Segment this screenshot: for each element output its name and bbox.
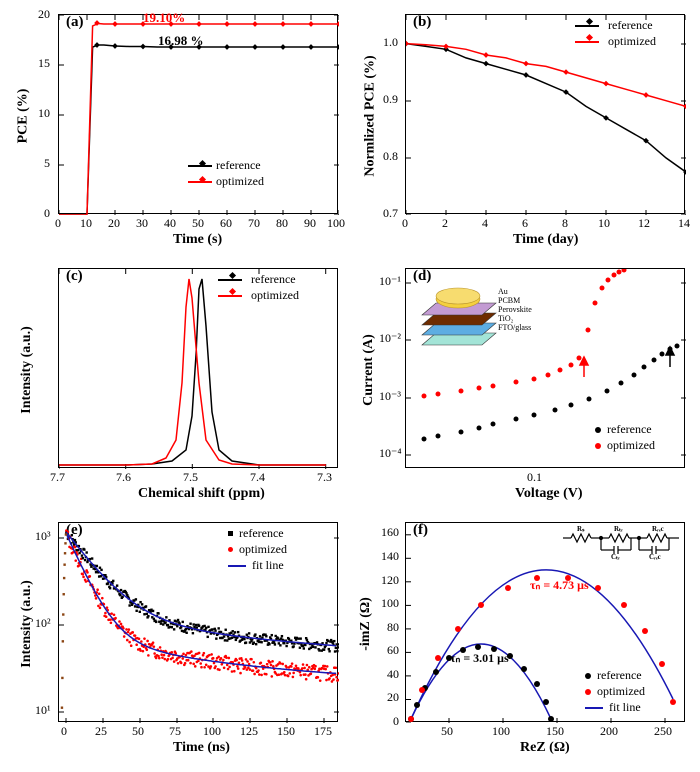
panel-e-ylabel: Intensity (a.u.)	[19, 580, 35, 668]
panel-e-xlabel: Time (ns)	[173, 740, 230, 756]
panel-a: (a)	[8, 8, 345, 256]
panel-d-xlabel: Voltage (V)	[515, 486, 583, 502]
panel-e: (e) 10¹ 10² 10³ 0 25 50 75 100 125 150 1…	[8, 516, 345, 764]
panel-a-ylabel: PCE (%)	[15, 89, 31, 144]
panel-c: (c) 7.7 7.6 7.5 7.4 7.3 Chemical shift (…	[8, 262, 345, 510]
panel-f: (f)	[355, 516, 692, 764]
panel-e-legend: reference optimized fit line	[228, 526, 287, 574]
svg-text:Cₜᵣ: Cₜᵣ	[611, 553, 620, 560]
panel-a-anno-reference: 16.98 %	[158, 33, 204, 49]
svg-text:Rᵣₑc: Rᵣₑc	[652, 526, 664, 533]
panel-b-legend: reference optimized	[575, 18, 656, 50]
panel-a-xlabel: Time (s)	[173, 232, 222, 248]
svg-text:Rₛ: Rₛ	[577, 526, 585, 533]
svg-text:Cᵣₑc: Cᵣₑc	[649, 553, 661, 560]
panel-e-plot	[58, 522, 338, 722]
panel-a-anno-optimized: 19.10%	[143, 10, 185, 26]
svg-text:Rₜᵣ: Rₜᵣ	[614, 526, 623, 533]
panel-b: (b) 0.7	[355, 8, 692, 256]
panel-c-xlabel: Chemical shift (ppm)	[138, 486, 265, 502]
panel-f-ylabel: -imZ (Ω)	[358, 597, 374, 651]
panel-d-legend: reference optimized	[595, 422, 655, 454]
panel-d-ylabel: Current (A)	[361, 334, 377, 406]
panel-b-ylabel: Normlized PCE (%)	[363, 55, 379, 176]
panel-f-legend: reference optimized fit line	[585, 668, 645, 716]
panel-b-xlabel: Time (day)	[513, 232, 578, 248]
panel-f-xlabel: ReZ (Ω)	[520, 740, 570, 756]
panel-c-ylabel: Intensity (a.u.)	[19, 326, 35, 414]
panel-d: (d)	[355, 262, 692, 510]
panel-a-legend: reference optimized	[188, 158, 264, 190]
panel-e-svg	[59, 523, 339, 723]
panel-f-circuit-inset: Rₛ Rₜᵣ Rᵣₑc Cₜᵣ Cᵣₑc	[561, 526, 683, 560]
panel-c-legend: reference optimized	[218, 272, 299, 304]
panel-d-device-inset: Au PCBM Perovskite TiO₂ FTO/glass	[416, 279, 516, 354]
figure-grid: (a)	[0, 0, 700, 772]
panel-f-anno-opt: τₙ = 4.73 μs	[530, 578, 589, 593]
panel-f-anno-ref: τₙ = 3.01 μs	[450, 651, 509, 666]
